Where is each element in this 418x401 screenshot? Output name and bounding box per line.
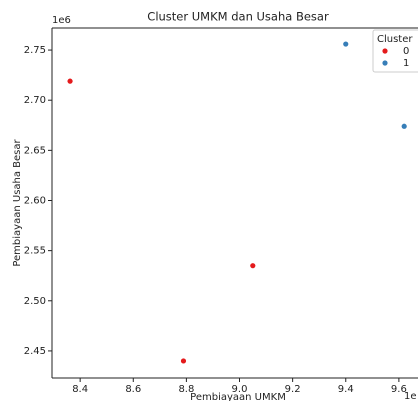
point [180,358,187,364]
y-tick-label: 2.75 [24,45,46,56]
x-tick-label: 9.6 [391,384,407,395]
x-tick-label: 8.6 [125,384,141,395]
y-tick-label: 2.65 [24,145,46,156]
point [250,263,256,269]
legend-label: 0 [403,46,409,57]
chart-title: Cluster UMKM dan Usaha Besar [147,10,329,24]
y-tick-label: 2.70 [24,95,46,106]
legend-marker [382,48,388,54]
x-tick-label: 8.4 [72,384,88,395]
y-tick-label: 2.50 [24,296,46,307]
y-offset-label: 1e6 [52,15,71,26]
y-tick-label: 2.45 [24,346,46,357]
legend-marker [382,60,388,66]
x-tick-label: 9.2 [285,384,301,395]
y-tick-label: 2.55 [24,246,46,257]
point [67,78,73,84]
x-tick-label: 8.8 [178,384,194,395]
y-tick-label: 2.60 [24,195,46,206]
x-tick-label: 9.0 [232,384,248,395]
x-offset-label: 1e [404,391,417,401]
point [401,123,407,129]
x-axis-label: Pembiayaan UMKM [190,392,286,401]
point [343,41,349,47]
legend-label: 1 [403,58,409,69]
legend-title: Cluster [377,34,413,45]
x-tick-label: 9.4 [338,384,354,395]
y-axis-label: Pembiayaan Usaha Besar [12,138,23,266]
